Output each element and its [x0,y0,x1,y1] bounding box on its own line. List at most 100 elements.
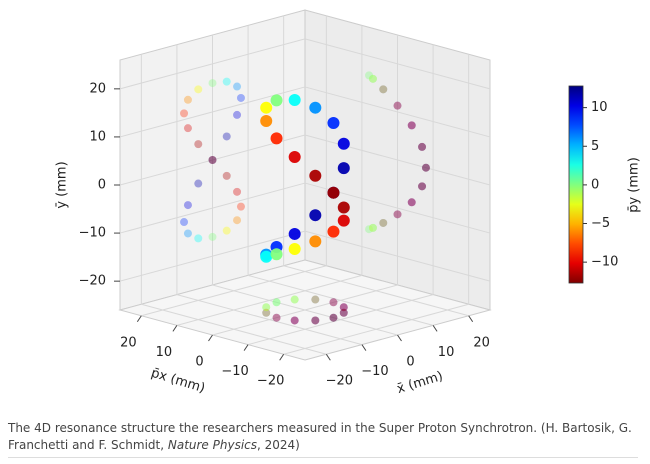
projection-point [180,218,189,227]
projection-point [407,121,416,130]
grid-line [141,265,327,317]
projection-point [290,316,299,325]
x-tick-label: 10 [438,345,455,360]
tick-mark [468,315,474,323]
projection-point [208,232,217,241]
data-point [337,214,350,227]
projection-point [194,234,203,243]
projection-point [262,308,271,317]
grid-line [119,230,306,282]
tick-mark [397,334,402,342]
projection-point [208,156,217,164]
projection-point [418,142,427,151]
data-point [309,235,322,248]
colorbar-tick-label: −5 [591,216,610,231]
tick-mark [208,334,213,342]
data-point [288,227,301,240]
projection-point [329,313,338,322]
data-point [337,137,350,150]
projection-point [262,303,271,312]
projection-point [339,308,348,317]
y-axis-label: ȳ (mm) [55,161,70,208]
x-tick-label: −20 [326,374,353,389]
projection-point [379,85,388,94]
tick-mark [361,344,367,351]
projection-point [290,295,299,304]
projection-point [183,124,192,133]
y-tick-label: −10 [79,226,106,241]
grid-line [212,284,398,336]
x-axis-label: x̄ (mm) [395,369,445,397]
projection-point [421,163,430,172]
projection-point [418,182,427,191]
grid-line [119,38,306,90]
grid-line [304,38,491,90]
projection-point [272,313,281,322]
projection-point [339,303,348,312]
projection-point [407,198,416,207]
z-tick-label: 0 [195,355,203,370]
data-point [270,94,283,107]
projection-point [183,201,192,210]
projection-point [379,218,388,227]
colorbar-tick-label: 10 [591,100,608,115]
projection-point [421,163,430,172]
data-point [288,243,301,256]
grid-line [176,274,363,326]
data-point [270,132,283,145]
y-tick-label: −20 [79,274,106,289]
projection-point [368,223,377,232]
y-tick-label: 20 [89,81,106,96]
data-point [309,209,322,222]
caption-journal: Nature Physics [167,438,258,452]
grid-line [247,294,434,346]
tick-mark [172,325,178,332]
data-point [327,186,340,199]
chart: x̄ (mm) p̄x (mm) ȳ (mm) p̄y (mm) −20 −10 0… [55,9,642,397]
data-point [288,94,301,106]
projection-point [272,298,281,307]
projection-point [194,179,203,188]
projection-point [180,109,189,118]
data-point [270,248,283,261]
caption-text: The 4D resonance structure the researche… [8,421,632,452]
projection-point [233,82,242,91]
projection-point [418,142,427,151]
x-tick-label: 20 [473,335,490,350]
tick-mark [136,315,142,323]
grid-line [283,303,469,355]
z-tick-label: −10 [221,364,248,379]
z-axis-label: p̄x (mm) [149,366,207,397]
projection-point [262,303,271,312]
projection-point [329,313,338,322]
projection-point [183,95,192,104]
colorbar-label: p̄y (mm) [627,157,642,213]
tick-mark [432,325,438,332]
projection-point [311,316,320,325]
projection-point [311,295,320,304]
projection-point [393,101,402,110]
projection-point [329,298,338,307]
projection-point [365,225,374,234]
projection-point [311,316,320,325]
data-point [309,101,322,114]
z-tick-label: 10 [156,345,173,360]
z-tick-label: −20 [257,374,284,389]
projection-point [365,71,374,80]
z-tick-label: 20 [120,335,137,350]
projection-point [222,132,231,141]
projection-point [236,202,245,211]
projection-point [208,79,217,88]
projection-point [272,298,281,307]
x-tick-label: −10 [361,364,388,379]
colorbar-tick-label: 0 [591,177,599,192]
caption: The 4D resonance structure the researche… [8,420,638,458]
colorbar-tick-label: 5 [591,139,599,154]
projection-point [339,308,348,317]
projection-point [407,198,416,207]
projection-point [379,218,388,227]
grid-line [119,182,306,234]
y-tick-label: 10 [89,129,106,144]
projection-point [290,316,299,325]
